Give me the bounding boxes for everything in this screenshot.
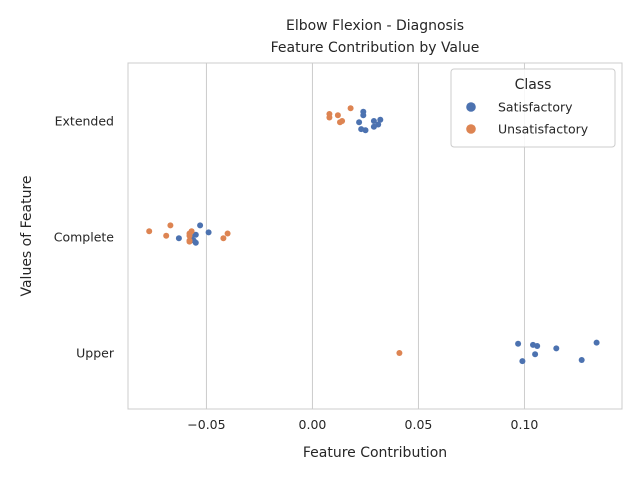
- tick-labels: −0.05 0.00 0.05 0.10 Extended Complete Upper: [54, 114, 539, 433]
- chart-title: Elbow Flexion - Diagnosis: [286, 18, 464, 34]
- legend-box: [450, 68, 616, 148]
- point-unsatisfactory: [224, 230, 231, 237]
- y-tick-label: Complete: [54, 230, 115, 245]
- legend: Class Satisfactory Unsatisfactory: [450, 68, 616, 148]
- data-points: [146, 105, 600, 365]
- point-satisfactory: [534, 343, 541, 349]
- point-satisfactory: [205, 229, 212, 236]
- point-satisfactory: [360, 112, 367, 119]
- plot-frame: [127, 62, 623, 410]
- x-axis-label: Feature Contribution: [303, 445, 447, 461]
- point-satisfactory: [515, 340, 522, 347]
- point-satisfactory: [175, 235, 182, 242]
- point-unsatisfactory: [167, 222, 174, 229]
- point-satisfactory: [578, 357, 585, 363]
- point-satisfactory: [356, 119, 363, 126]
- point-satisfactory: [553, 345, 560, 352]
- y-tick-label: Extended: [55, 114, 114, 129]
- point-satisfactory: [362, 127, 369, 134]
- x-tick-label: 0.10: [511, 417, 539, 432]
- legend-title: Class: [515, 77, 552, 93]
- point-unsatisfactory: [163, 232, 170, 239]
- point-unsatisfactory: [396, 350, 403, 356]
- legend-label-satisfactory: Satisfactory: [498, 100, 573, 115]
- point-satisfactory: [197, 222, 204, 229]
- chart-subtitle: Feature Contribution by Value: [271, 40, 480, 56]
- point-satisfactory: [370, 123, 377, 130]
- point-satisfactory: [593, 339, 600, 346]
- point-unsatisfactory: [186, 232, 193, 239]
- point-unsatisfactory: [334, 112, 341, 119]
- x-tick-label: 0.05: [405, 417, 433, 432]
- point-unsatisfactory: [347, 105, 354, 112]
- legend-label-unsatisfactory: Unsatisfactory: [498, 122, 589, 137]
- point-unsatisfactory: [186, 238, 193, 245]
- legend-marker-unsatisfactory: [466, 124, 476, 134]
- y-axis-label: Values of Feature: [19, 175, 35, 296]
- point-satisfactory: [532, 351, 539, 358]
- point-unsatisfactory: [326, 114, 333, 121]
- point-satisfactory: [519, 358, 526, 365]
- legend-marker-satisfactory: [466, 102, 476, 112]
- point-satisfactory: [377, 116, 384, 123]
- x-tick-label: 0.00: [299, 417, 327, 432]
- point-unsatisfactory: [146, 228, 153, 235]
- point-satisfactory: [370, 118, 377, 124]
- point-satisfactory: [192, 239, 199, 246]
- y-tick-label: Upper: [76, 346, 115, 361]
- point-unsatisfactory: [337, 119, 343, 126]
- point-unsatisfactory: [220, 235, 227, 242]
- x-tick-label: −0.05: [187, 417, 225, 432]
